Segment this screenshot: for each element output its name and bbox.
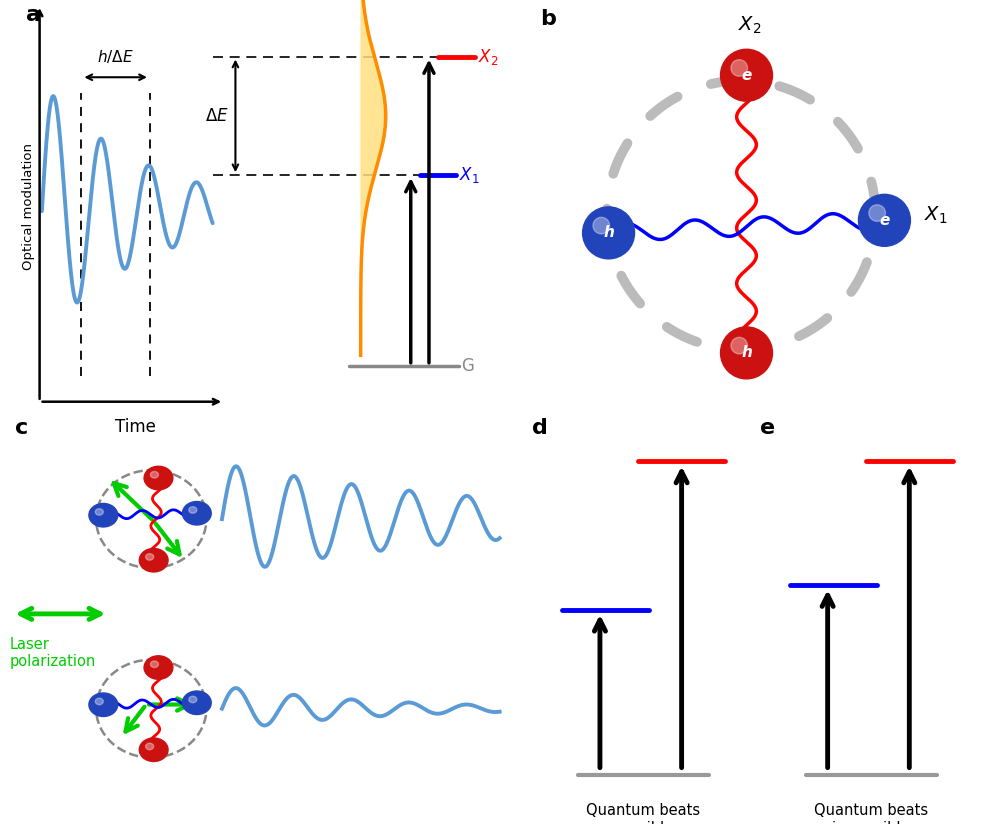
Circle shape [89, 503, 118, 527]
Text: e: e [759, 419, 775, 438]
Text: a: a [26, 5, 41, 26]
Text: $X_2$: $X_2$ [478, 47, 498, 67]
Text: Quantum beats
impossible: Quantum beats impossible [814, 803, 929, 824]
Text: Laser
polarization: Laser polarization [10, 636, 96, 669]
Circle shape [182, 691, 211, 714]
Circle shape [721, 327, 772, 379]
Text: h: h [742, 345, 752, 360]
Circle shape [89, 693, 118, 716]
Circle shape [140, 738, 168, 761]
Circle shape [146, 743, 153, 750]
Text: $X_1$: $X_1$ [924, 204, 947, 226]
Circle shape [721, 49, 772, 101]
Text: d: d [532, 419, 547, 438]
Text: $\Delta E$: $\Delta E$ [205, 107, 229, 125]
Circle shape [189, 696, 197, 703]
Text: $X_2$: $X_2$ [739, 15, 762, 35]
Circle shape [150, 471, 158, 478]
Text: h: h [603, 226, 614, 241]
Text: $X_1$: $X_1$ [459, 165, 480, 185]
Circle shape [731, 59, 747, 77]
Text: e: e [879, 213, 890, 227]
Text: b: b [541, 9, 556, 29]
Circle shape [150, 661, 158, 667]
Circle shape [145, 656, 173, 679]
Circle shape [858, 194, 911, 246]
Text: e: e [742, 68, 751, 82]
Text: c: c [15, 419, 28, 438]
Circle shape [731, 337, 747, 354]
Circle shape [146, 554, 153, 560]
Text: Quantum beats
possible: Quantum beats possible [586, 803, 701, 824]
Circle shape [145, 466, 173, 489]
Circle shape [582, 207, 635, 259]
Circle shape [182, 502, 211, 525]
Circle shape [95, 508, 103, 515]
Text: $h/\Delta E$: $h/\Delta E$ [97, 48, 134, 65]
Circle shape [189, 507, 197, 513]
Text: Time: Time [115, 419, 155, 437]
Text: G: G [461, 357, 474, 375]
Circle shape [140, 549, 168, 572]
Text: Optical modulation: Optical modulation [22, 143, 35, 269]
Circle shape [869, 204, 885, 222]
Circle shape [95, 698, 103, 705]
Circle shape [593, 218, 610, 234]
